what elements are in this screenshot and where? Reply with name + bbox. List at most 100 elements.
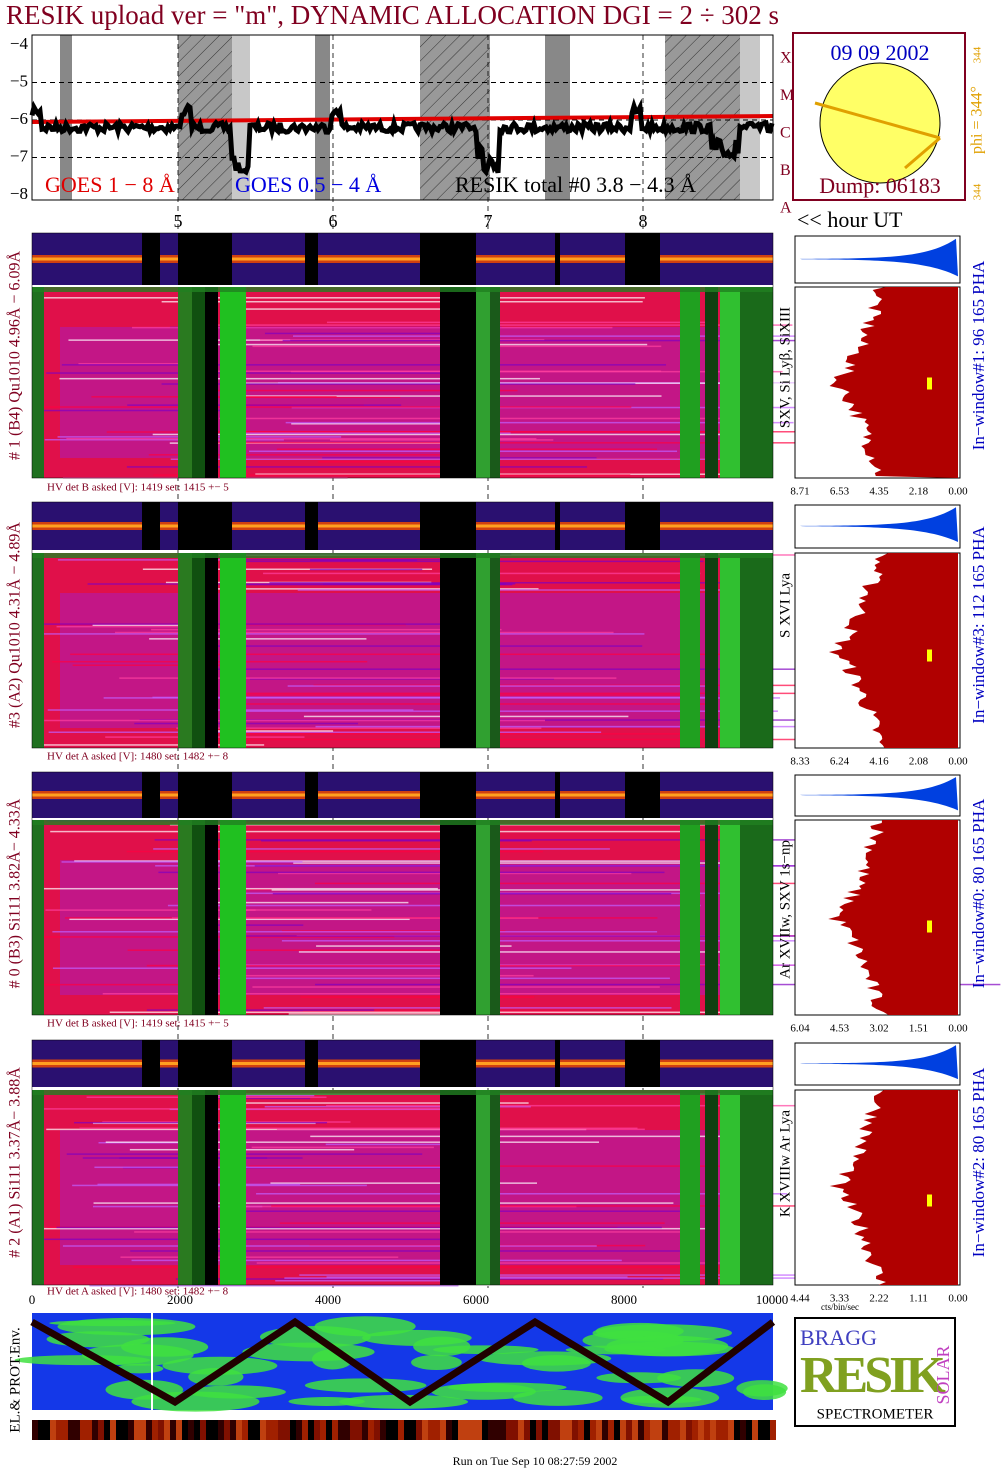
hist-tick: 0.00: [948, 1293, 968, 1305]
env-strip: [554, 1420, 560, 1440]
spectrogram-row: [89, 1284, 459, 1287]
spectrogram-row: [66, 438, 537, 440]
env-strip: [494, 1420, 500, 1440]
spectrogram-row: [79, 1127, 638, 1130]
red-level: [31, 114, 774, 124]
spectrogram-row: [59, 377, 540, 380]
env-strip: [710, 1420, 716, 1440]
spectrogram-col: [220, 553, 246, 748]
spectrogram-row: [48, 731, 602, 733]
spectrogram-row: [92, 1205, 263, 1208]
hist-tick: 8.71: [790, 486, 809, 498]
env-strip: [572, 1420, 578, 1440]
strip-gap: [142, 233, 160, 285]
spectrogram-edge: [32, 287, 44, 478]
spectrogram-row: [316, 945, 512, 947]
spectrogram-row: [36, 623, 473, 625]
spectrogram-col: [720, 1090, 740, 1285]
x-unit: cts/bin/sec: [821, 1302, 859, 1312]
env-belt: [362, 1329, 472, 1346]
spectrogram-row: [298, 951, 837, 953]
env-strip: [254, 1420, 260, 1440]
hist-tick: 6.04: [790, 1023, 810, 1035]
env-strip: [302, 1420, 308, 1440]
spectrogram-row: [52, 967, 572, 969]
spectrogram-col: [705, 287, 718, 478]
env-strip: [308, 1420, 314, 1440]
phi-small: 344: [972, 183, 984, 200]
footer: Run on Tue Sep 10 08:27:59 2002: [453, 1454, 618, 1468]
env-belt: [512, 1389, 603, 1406]
spectrogram-row: [234, 558, 456, 561]
y-tick-label: −5: [10, 71, 28, 90]
marker: [927, 649, 932, 662]
spectrogram-row: [187, 389, 518, 392]
spectrogram-row: [216, 343, 648, 346]
spectrogram-top: [32, 1090, 773, 1095]
spectrogram-row: [153, 474, 631, 476]
spectrogram-row: [37, 983, 215, 986]
env-belt: [162, 1356, 278, 1375]
strip-core: [32, 524, 773, 528]
env-strip: [98, 1420, 104, 1440]
spectrogram-row: [237, 935, 835, 937]
y-tick-label: −7: [10, 146, 29, 165]
env-strip: [476, 1420, 482, 1440]
spectrogram-col: [440, 1090, 476, 1285]
spectrogram-row: [169, 1010, 569, 1013]
spectrogram-row: [62, 1245, 597, 1247]
spectrogram-col: [740, 820, 773, 1015]
spectrogram-row: [78, 363, 211, 365]
hist-tick: 4.44: [790, 1293, 810, 1305]
pha-hist: [800, 507, 958, 542]
hist-tick: 4.16: [869, 756, 889, 768]
env-strip: [704, 1420, 710, 1440]
env-strip: [56, 1420, 62, 1440]
env-strip: [356, 1420, 362, 1440]
spectrogram-col: [740, 1090, 773, 1285]
env-strip: [608, 1420, 614, 1440]
env-strip: [314, 1420, 320, 1440]
env-strip: [428, 1420, 434, 1440]
line-hist: [829, 287, 958, 478]
spectrogram-row: [50, 830, 689, 833]
hist-tick: 0.00: [948, 756, 968, 768]
hv-label: HV det A asked [V]: 1480 set: 1482 +− 8: [47, 751, 229, 763]
strip-gap: [142, 502, 160, 550]
spectrogram-col: [178, 820, 192, 1015]
line-label: S XVI Lya: [777, 573, 793, 638]
sun-axis: [814, 101, 941, 140]
env-belt: [447, 1382, 567, 1393]
hist-tick: 1.11: [909, 1293, 928, 1305]
spectrogram-col: [440, 553, 476, 748]
env-strip: [752, 1420, 758, 1440]
spectrogram-row: [251, 1146, 434, 1149]
spectrogram-col: [220, 287, 246, 478]
env-strip: [746, 1420, 752, 1440]
env-strip: [344, 1420, 350, 1440]
env-belt: [131, 1391, 260, 1412]
x-tick-label: 4000: [315, 1292, 341, 1307]
hist-tick: 3.33: [830, 1293, 850, 1305]
env-strip: [110, 1420, 116, 1440]
logo-bottom: SPECTROMETER: [817, 1406, 934, 1422]
env-strip: [152, 1420, 158, 1440]
hatch: [178, 35, 232, 200]
env-strip: [656, 1420, 662, 1440]
title: RESIK upload ver = "m", DYNAMIC ALLOCATI…: [6, 0, 779, 30]
window-label: In−window#0: 80 165 PHA: [969, 798, 988, 988]
env-strip: [662, 1420, 668, 1440]
logo-box: [794, 1317, 956, 1427]
spectrogram-row: [271, 1205, 833, 1207]
spectrogram-col: [476, 1090, 490, 1285]
env-label: EL.& PROT.Env.: [7, 1327, 23, 1432]
env-strip: [452, 1420, 458, 1440]
env-strip: [722, 1420, 728, 1440]
spectrogram-row: [146, 1009, 375, 1011]
env-strip: [332, 1420, 338, 1440]
legend-entry: GOES 0.5 − 4 Å: [235, 172, 381, 197]
env-strip: [686, 1420, 692, 1440]
spectrogram-row: [44, 438, 284, 441]
spectrogram-col: [178, 1090, 192, 1285]
spectrogram-row: [57, 559, 223, 561]
